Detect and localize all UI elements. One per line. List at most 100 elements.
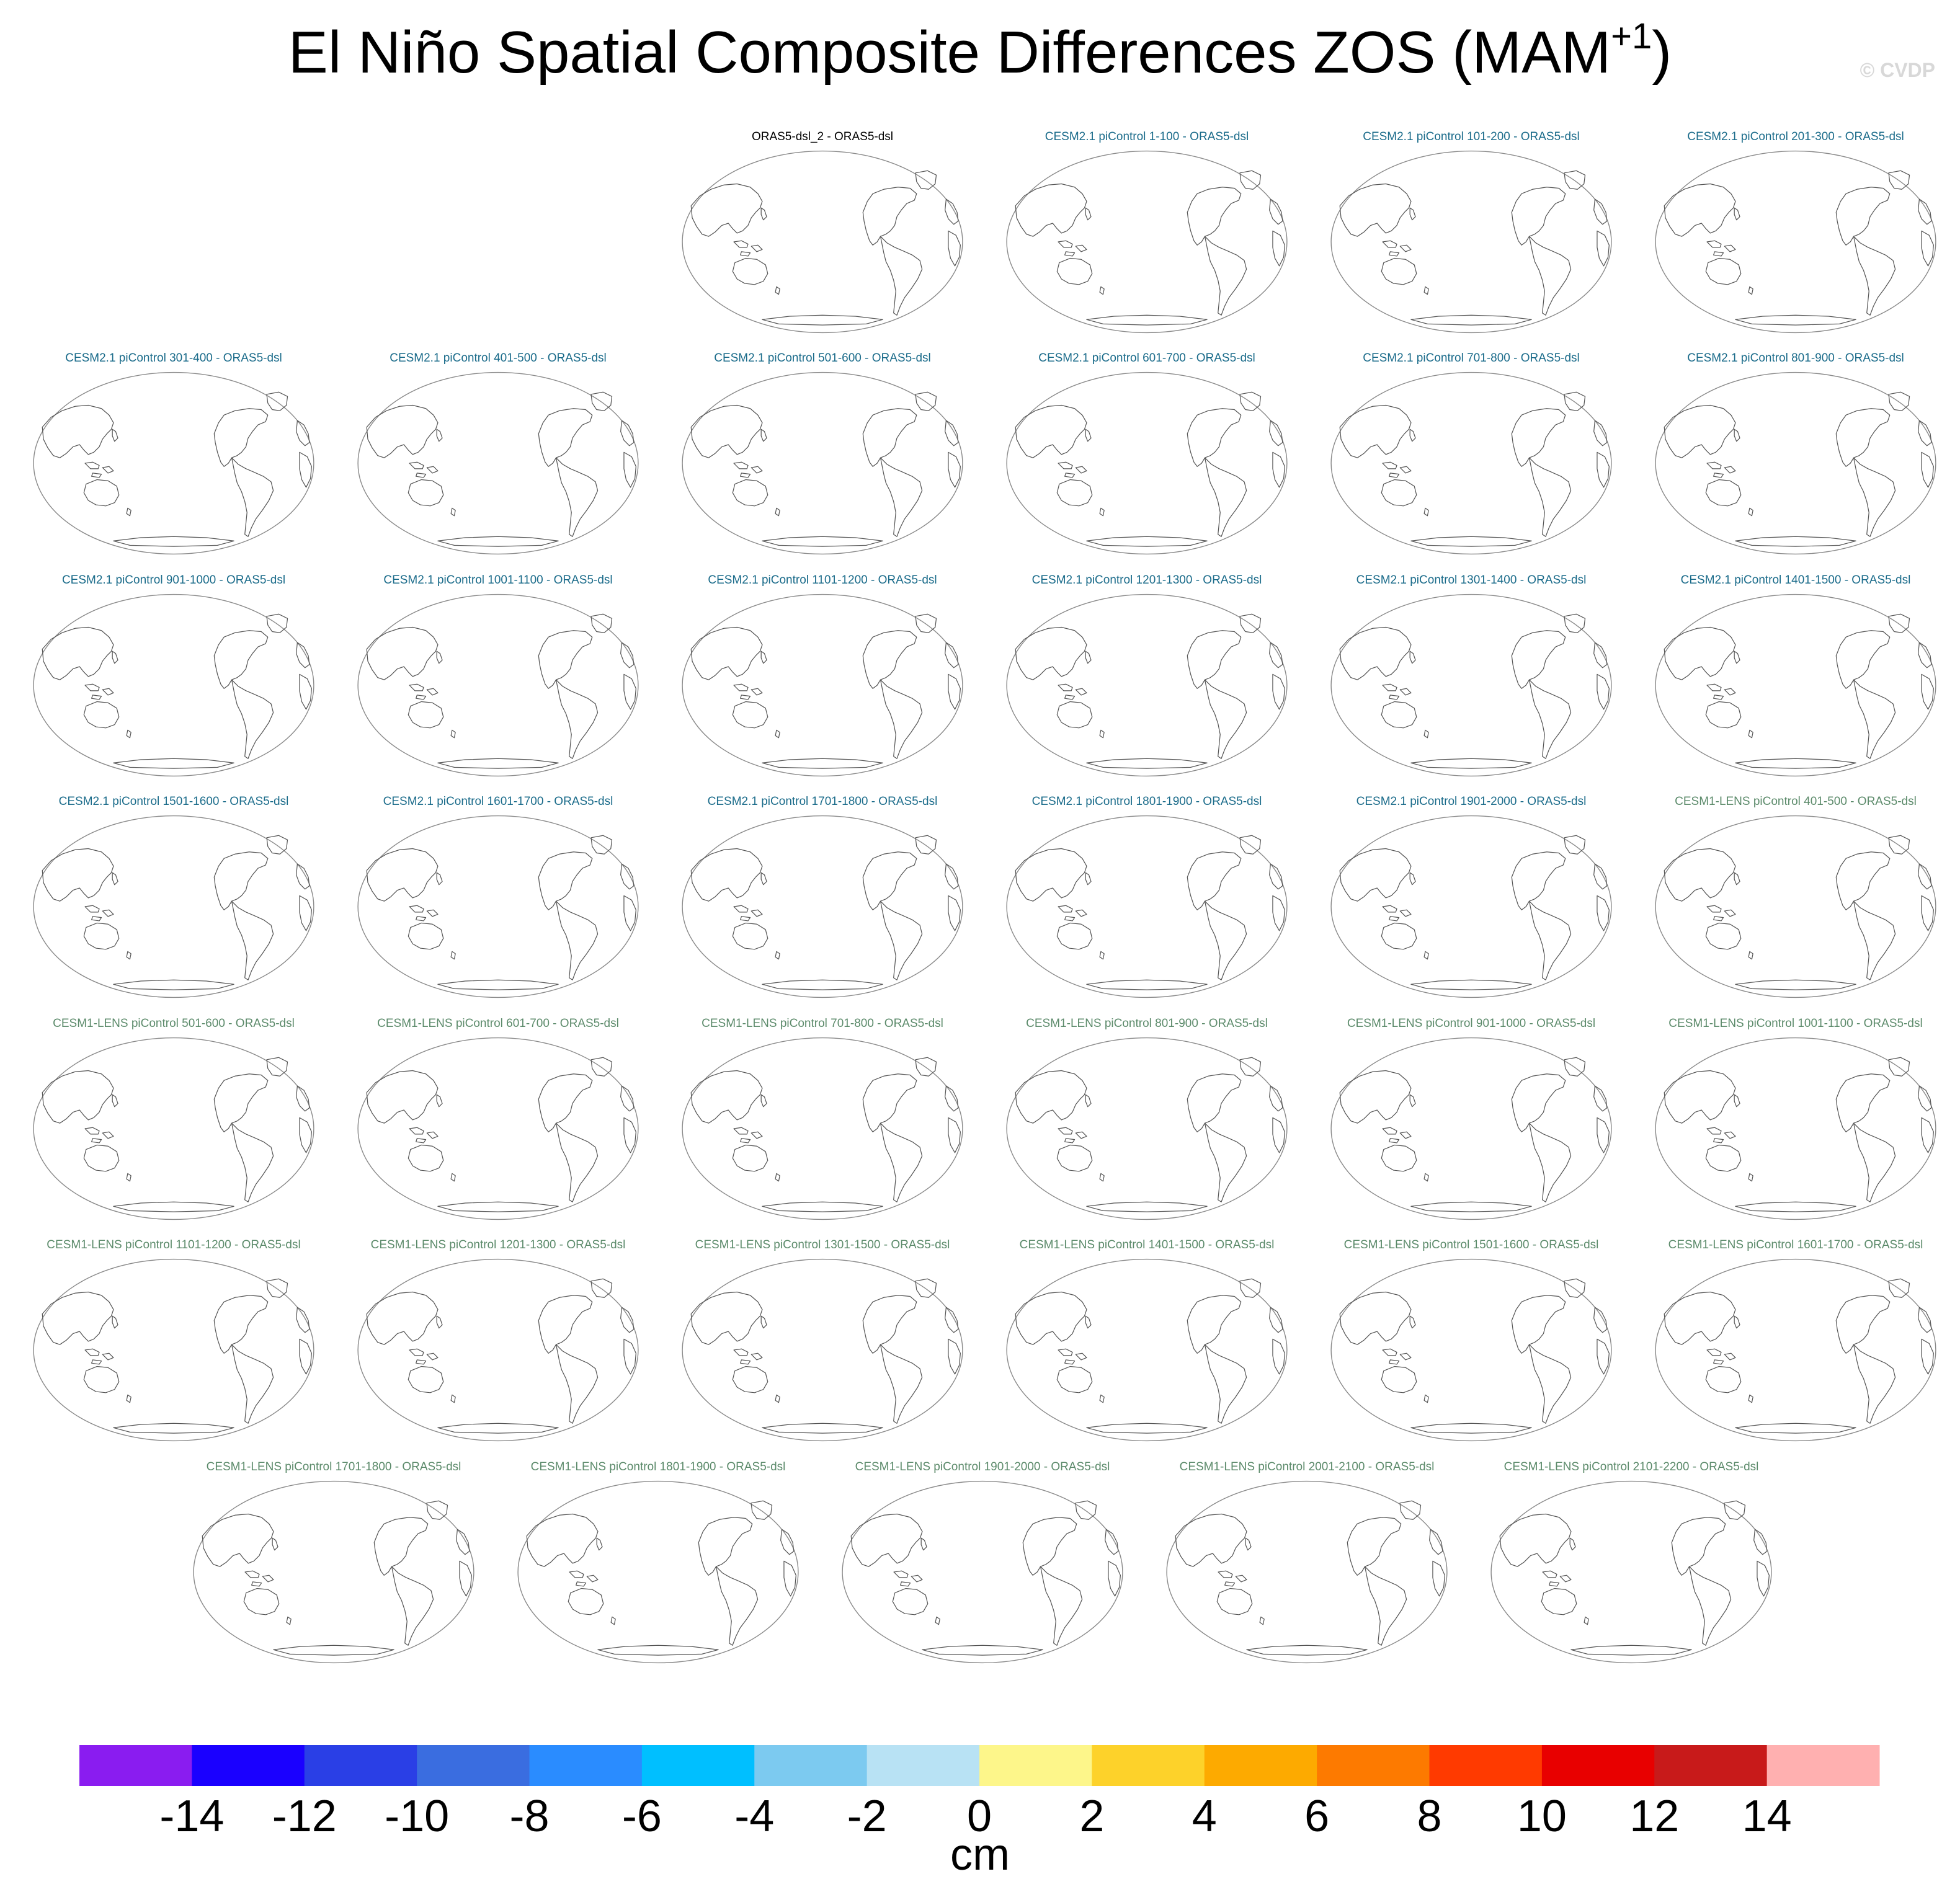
coastline: [244, 1570, 274, 1587]
coastline: [555, 457, 599, 537]
world-map: [1490, 1480, 1772, 1664]
coastline: [112, 429, 118, 442]
coastline: [1239, 170, 1262, 190]
colorbar-tick-label: 2: [1079, 1792, 1105, 1841]
coastline: [880, 900, 923, 980]
coastline: [113, 1201, 234, 1212]
coastline: [698, 1517, 753, 1576]
map-panel: CESM2.1 piControl 1101-1200 - ORAS5-dsl: [661, 574, 984, 778]
coastline: [1022, 1517, 1077, 1576]
globe-outline: [682, 593, 963, 777]
globe-outline: [1655, 815, 1936, 998]
coastline: [408, 701, 444, 729]
coastline: [862, 851, 917, 910]
coastline: [450, 1394, 456, 1403]
coastline: [1724, 1500, 1746, 1520]
panel-title: CESM2.1 piControl 501-600 - ORAS5-dsl: [714, 352, 931, 365]
coastline: [366, 848, 439, 902]
coastline: [1187, 630, 1242, 689]
globe-outline: [1655, 1037, 1936, 1220]
panel-grid: ORAS5-dsl_2 - ORAS5-dsl CESM2.1 piControl…: [33, 130, 1936, 1664]
coastline: [935, 1616, 940, 1625]
coastline: [1246, 1645, 1368, 1656]
coastline: [1706, 683, 1736, 700]
coastline: [1099, 286, 1105, 295]
coastline: [1269, 642, 1283, 668]
coastline: [1734, 651, 1740, 664]
colorbar-tick-label: 0: [966, 1792, 992, 1841]
coastline: [1735, 1201, 1856, 1212]
colorbar-tick-label: 4: [1192, 1792, 1217, 1841]
panel-title: CESM2.1 piControl 1501-1600 - ORAS5-dsl: [58, 795, 289, 808]
coastline: [409, 905, 439, 922]
coastline: [690, 1070, 763, 1124]
coastline: [1075, 1500, 1097, 1520]
coastline: [1056, 257, 1093, 285]
coastline: [1339, 626, 1412, 680]
coastline: [1382, 240, 1412, 257]
coastline: [1187, 851, 1242, 910]
coastline: [409, 461, 439, 478]
colorbar-segment: [979, 1745, 1092, 1786]
coastline: [1410, 1201, 1532, 1212]
coastline: [733, 1127, 763, 1144]
coastline: [623, 895, 636, 931]
coastline: [213, 851, 269, 910]
coastline: [762, 979, 883, 990]
map-panel: CESM1-LENS piControl 1301-1500 - ORAS5-d…: [661, 1238, 984, 1443]
world-map: [682, 1258, 963, 1442]
world-map: [33, 593, 314, 777]
map-panel: CESM2.1 piControl 1001-1100 - ORAS5-dsl: [337, 574, 659, 778]
globe-outline: [33, 1258, 314, 1442]
coastline: [1429, 1529, 1443, 1555]
coastline: [862, 630, 917, 689]
coastline: [273, 1645, 394, 1656]
coastline: [733, 1348, 763, 1365]
coastline: [733, 461, 763, 478]
coastline: [1511, 408, 1566, 467]
colorbar-segment: [529, 1745, 643, 1786]
coastline: [437, 1201, 559, 1212]
coastline: [568, 1588, 604, 1615]
coastline: [1542, 1570, 1572, 1587]
coastline: [620, 420, 635, 446]
coastline: [83, 479, 120, 507]
coastline: [1085, 429, 1092, 442]
coastline: [1664, 404, 1736, 458]
coastline: [437, 536, 559, 547]
map-panel: CESM1-LENS piControl 601-700 - ORAS5-dsl: [337, 1017, 659, 1222]
map-panel: CESM2.1 piControl 1801-1900 - ORAS5-dsl: [986, 795, 1308, 1000]
coastline: [1664, 183, 1736, 237]
coastline: [231, 457, 274, 537]
coastline: [1888, 1057, 1910, 1077]
world-map: [682, 150, 963, 334]
coastline: [436, 872, 443, 886]
coastline: [1528, 1122, 1572, 1202]
coastline: [1593, 1085, 1608, 1112]
colorbar-tick-label: -2: [847, 1792, 887, 1841]
coastline: [1099, 507, 1105, 517]
panel-title: CESM1-LENS piControl 701-800 - ORAS5-dsl: [702, 1017, 943, 1030]
map-panel: CESM2.1 piControl 101-200 - ORAS5-dsl: [1310, 130, 1633, 335]
coastline: [1339, 848, 1412, 902]
colorbar-segment: [304, 1745, 417, 1786]
coastline: [213, 408, 269, 467]
coastline: [1058, 461, 1087, 478]
coastline: [915, 1057, 937, 1077]
coastline: [1734, 207, 1740, 221]
coastline: [1748, 1173, 1753, 1182]
coastline: [1593, 642, 1608, 668]
coastline: [1086, 536, 1208, 547]
coastline: [1423, 507, 1429, 517]
coastline: [450, 507, 456, 517]
coastline: [780, 1529, 795, 1555]
coastline: [596, 1537, 603, 1551]
coastline: [1015, 183, 1087, 237]
coastline: [1381, 479, 1417, 507]
panel-title: CESM1-LENS piControl 1401-1500 - ORAS5-d…: [1019, 1238, 1275, 1251]
coastline: [1085, 872, 1092, 886]
coastline: [920, 1537, 927, 1551]
coastline: [1593, 420, 1608, 446]
coastline: [1339, 404, 1412, 458]
coastline: [213, 1295, 269, 1354]
